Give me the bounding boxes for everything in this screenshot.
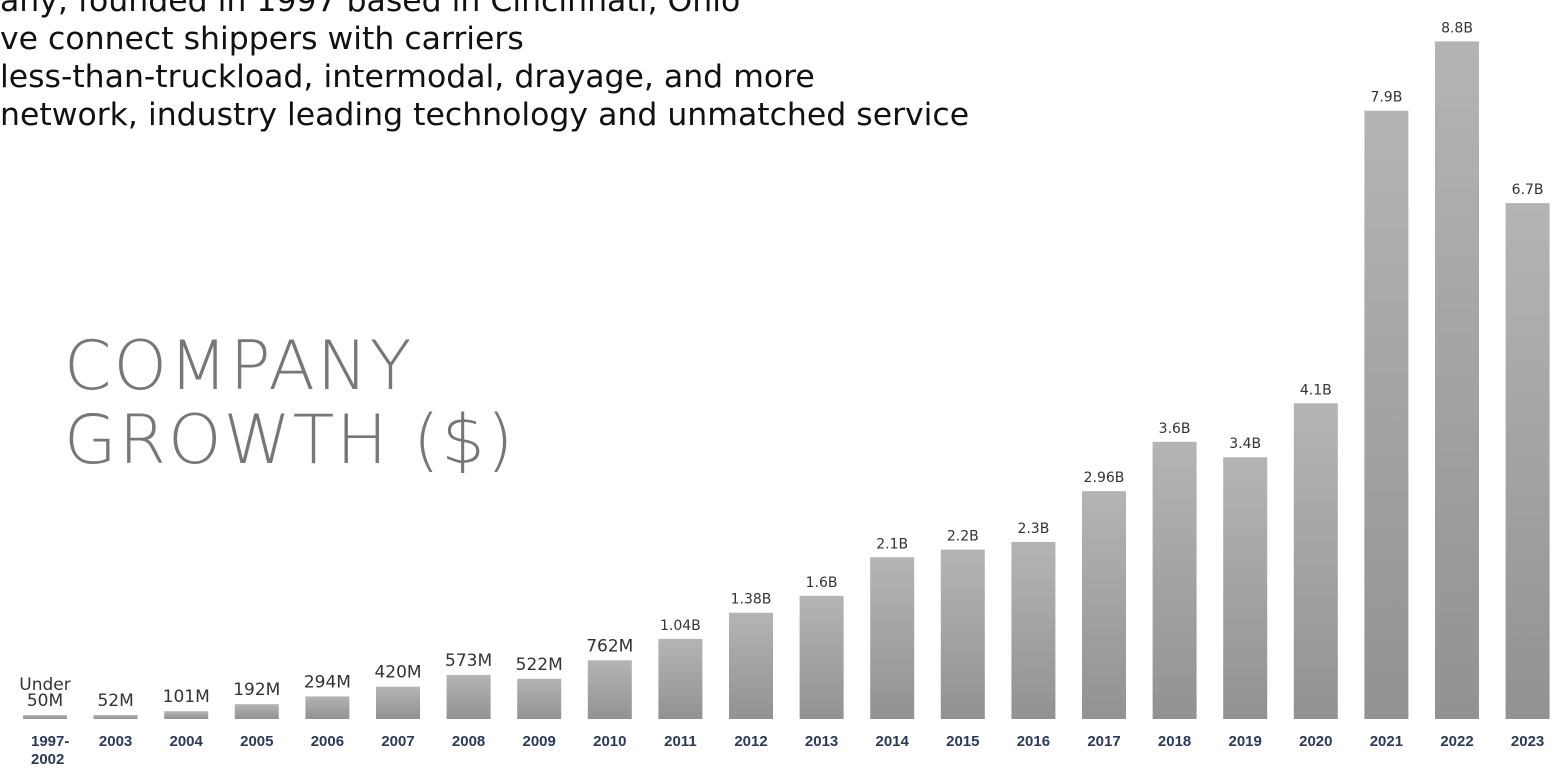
bar-2016 xyxy=(1011,541,1056,719)
value-label-2013: 1.6B xyxy=(806,575,838,591)
value-label-2009: 522M xyxy=(516,655,563,675)
chart-title: COMPANY GROWTH ($) xyxy=(64,330,515,478)
value-label-2011: 1.04B xyxy=(660,618,701,634)
value-label-2010: 762M xyxy=(586,636,633,656)
bar-2006 xyxy=(305,696,350,719)
value-label-2018: 3.6B xyxy=(1159,421,1191,437)
year-label-2023: 2023 xyxy=(1511,733,1544,750)
value-label-2019: 3.4B xyxy=(1229,436,1261,452)
value-label-2021: 7.9B xyxy=(1370,90,1402,106)
year-label-2011: 2011 xyxy=(664,733,697,750)
intro-bullet-services: less-than-truckload, intermodal, drayage… xyxy=(0,59,815,95)
value-label-2022: 8.8B xyxy=(1441,20,1473,36)
bar-2020 xyxy=(1293,403,1338,719)
value-label-2020: 4.1B xyxy=(1300,382,1332,398)
bar-2011 xyxy=(658,638,703,719)
bar-2012 xyxy=(729,612,773,719)
bar-2013 xyxy=(799,595,844,719)
bar-2017 xyxy=(1082,491,1126,719)
year-label-2004: 2004 xyxy=(170,733,204,750)
bar-2008 xyxy=(446,674,491,719)
year-label-2014: 2014 xyxy=(876,733,910,750)
bar-2009 xyxy=(517,678,562,719)
value-label-2014: 2.1B xyxy=(876,536,908,552)
year-label-2017: 2017 xyxy=(1087,733,1120,750)
value-label-2007: 420M xyxy=(374,663,421,683)
bar-1997-2002 xyxy=(23,715,67,719)
year-label-2013: 2013 xyxy=(805,733,838,750)
year-label-2006: 2006 xyxy=(311,733,344,750)
chart-title-line-1: COMPANY xyxy=(64,327,414,406)
year-label-2018: 2018 xyxy=(1158,733,1191,750)
value-label-2015: 2.2B xyxy=(947,529,979,545)
bar-2005 xyxy=(234,704,279,719)
value-label-2016: 2.3B xyxy=(1017,521,1049,537)
intro-bullet-network: network, industry leading technology and… xyxy=(0,97,970,133)
bar-2018 xyxy=(1152,441,1197,719)
bar-2019 xyxy=(1223,457,1268,719)
year-label-2005: 2005 xyxy=(240,733,273,750)
year-label-1997-2002-line-2: 2002 xyxy=(31,751,64,768)
value-label-2005: 192M xyxy=(233,680,280,700)
year-label-2021: 2021 xyxy=(1370,733,1403,750)
value-label-2008: 573M xyxy=(445,651,492,671)
year-label-1997-2002-line-1: 1997- xyxy=(31,733,69,750)
value-label-2003: 52M xyxy=(97,691,133,711)
bars-group xyxy=(23,41,1550,720)
bar-2003 xyxy=(93,715,138,719)
bar-2014 xyxy=(870,557,915,719)
bar-2022 xyxy=(1435,41,1479,719)
year-label-2008: 2008 xyxy=(452,733,485,750)
year-label-2010: 2010 xyxy=(593,733,626,750)
year-label-2019: 2019 xyxy=(1229,733,1262,750)
intro-bullet-founded: any, founded in 1997 based in Cincinnati… xyxy=(0,0,741,19)
value-label-2012: 1.38B xyxy=(731,592,772,608)
intro-bullet-connect: ve connect shippers with carriers xyxy=(0,21,524,57)
bar-2015 xyxy=(940,549,985,719)
value-label-2006: 294M xyxy=(304,672,351,692)
year-label-2007: 2007 xyxy=(381,733,414,750)
bar-2021 xyxy=(1364,110,1409,719)
year-label-2022: 2022 xyxy=(1440,733,1473,750)
year-label-2009: 2009 xyxy=(523,733,556,750)
bar-2010 xyxy=(587,660,632,719)
value-label-2004: 101M xyxy=(163,687,210,707)
value-label-2017: 2.96B xyxy=(1084,470,1125,486)
value-label-2023: 6.7B xyxy=(1512,182,1544,198)
chart-title-line-2: GROWTH ($) xyxy=(64,401,516,480)
year-label-2003: 2003 xyxy=(99,733,132,750)
bar-2023 xyxy=(1505,203,1550,720)
intro-bullet-list: any, founded in 1997 based in Cincinnati… xyxy=(0,0,969,134)
bar-2007 xyxy=(376,686,420,719)
value-label-1997-2002-line-1: Under xyxy=(19,675,70,695)
year-labels-group: 1997-2002 2003 2004 2005 2006 2007 2008 2009 201… xyxy=(31,733,1544,768)
year-label-2012: 2012 xyxy=(734,733,767,750)
bar-2004 xyxy=(164,711,209,719)
year-label-2020: 2020 xyxy=(1299,733,1332,750)
year-label-2016: 2016 xyxy=(1017,733,1050,750)
year-label-2015: 2015 xyxy=(946,733,979,750)
value-label-1997-2002-line-2: 50M xyxy=(27,691,63,711)
